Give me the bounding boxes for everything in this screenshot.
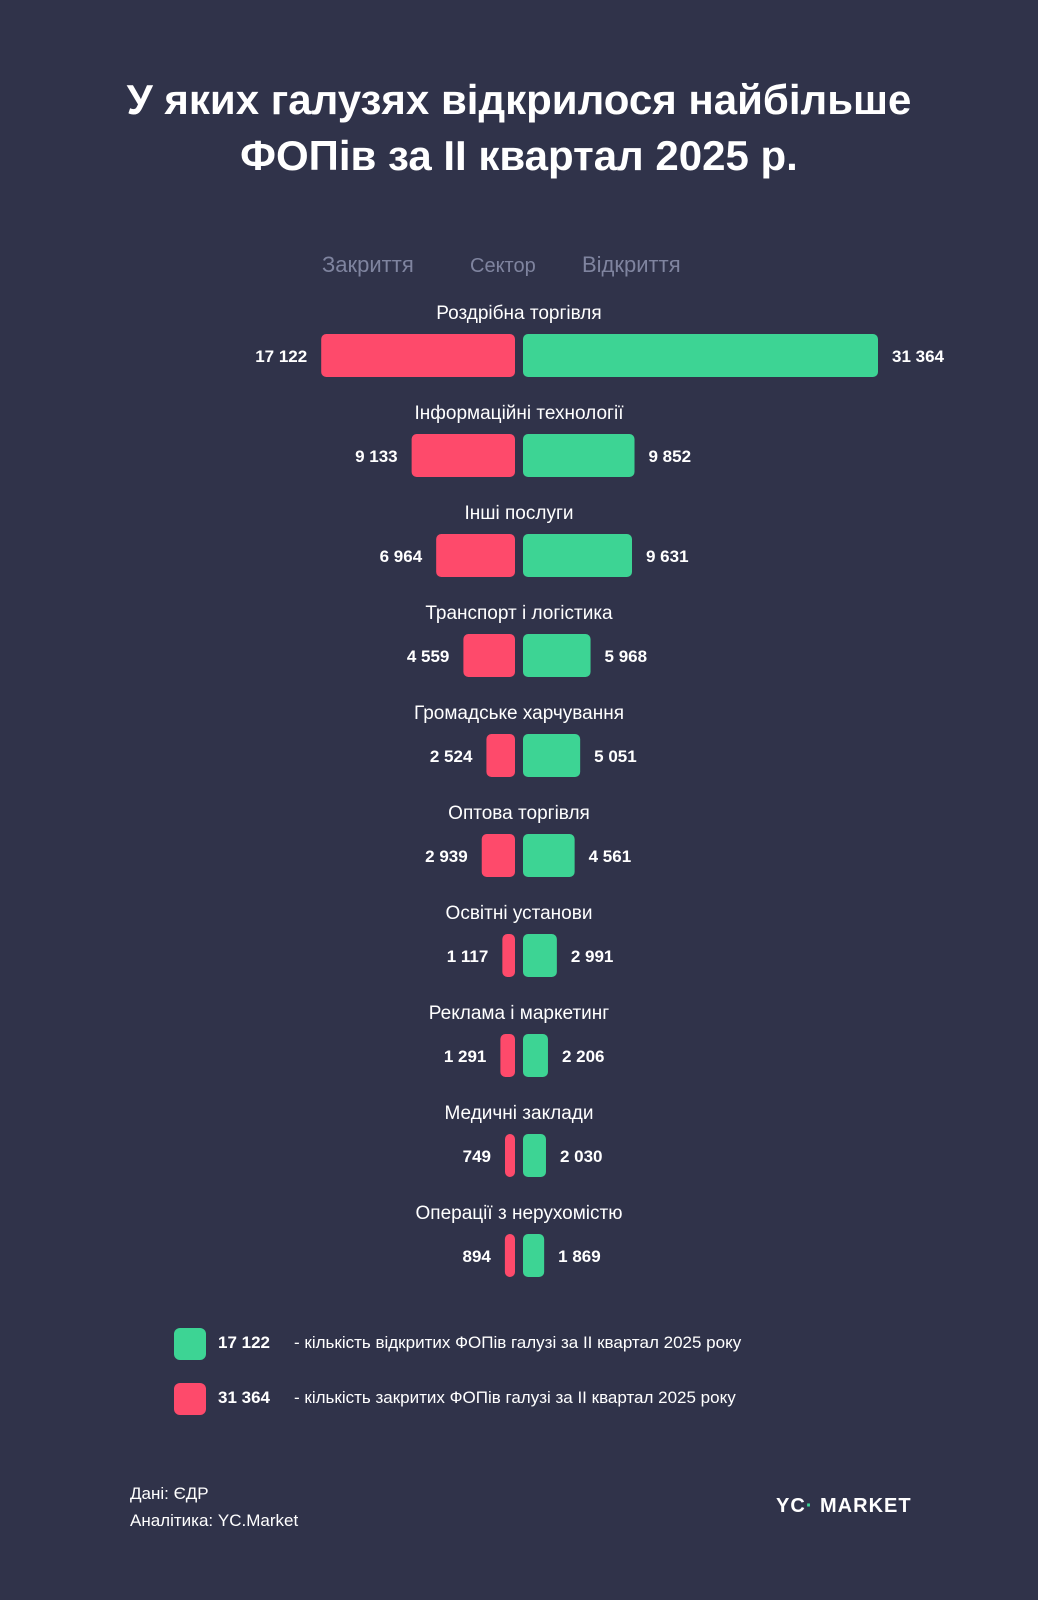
value-label-opened: 5 051 xyxy=(594,747,637,766)
bar-closed xyxy=(505,1134,515,1177)
value-label-closed: 1 291 xyxy=(444,1047,487,1066)
value-label-closed: 894 xyxy=(463,1247,492,1266)
sector-label: Медичні заклади xyxy=(445,1103,594,1124)
bar-closed xyxy=(411,434,515,477)
sector-label: Транспорт і логістика xyxy=(425,603,613,624)
bar-opened xyxy=(523,934,557,977)
value-label-closed: 1 117 xyxy=(447,947,489,966)
chart-title: У яких галузях відкрилося найбільше ФОПі… xyxy=(0,72,1038,184)
bar-opened xyxy=(523,1234,545,1277)
bar-opened xyxy=(523,1034,548,1077)
diverging-bar-chart: Роздрібна торгівля 17 122 31 364 Інформацій… xyxy=(255,303,945,1277)
title-line-1: У яких галузях відкрилося найбільше xyxy=(126,76,912,123)
legend-value-opened: 17 122 xyxy=(218,1333,270,1352)
source-analytics: Аналітика: YC.Market xyxy=(130,1511,299,1530)
value-label-closed: 4 559 xyxy=(407,647,450,666)
value-label-opened: 2 030 xyxy=(560,1147,603,1166)
bar-opened xyxy=(523,834,575,877)
value-label-opened: 9 852 xyxy=(649,447,692,466)
yc-market-logo: YC· MARKET xyxy=(776,1495,912,1518)
bar-opened xyxy=(523,634,591,677)
sector-label: Інформаційні технології xyxy=(415,403,625,424)
bar-opened xyxy=(523,434,635,477)
sector-label: Громадське харчування xyxy=(414,703,624,724)
value-label-closed: 2 524 xyxy=(430,747,473,766)
legend-text-opened: - кількість відкритих ФОПів галузі за ІІ… xyxy=(294,1333,742,1352)
sector-label: Освітні установи xyxy=(446,903,593,924)
header-closed: Закриття xyxy=(322,252,414,277)
value-label-closed: 2 939 xyxy=(425,847,468,866)
logo-suffix: MARKET xyxy=(813,1495,912,1517)
logo-prefix: YC xyxy=(776,1495,806,1517)
bar-closed xyxy=(321,334,515,377)
value-label-opened: 31 364 xyxy=(892,347,945,366)
header-sector: Сектор xyxy=(470,255,536,277)
bar-closed xyxy=(436,534,515,577)
bar-opened xyxy=(523,334,878,377)
value-label-opened: 2 991 xyxy=(571,947,614,966)
sector-label: Роздрібна торгівля xyxy=(436,303,601,324)
sector-label: Реклама і маркетинг xyxy=(429,1003,609,1024)
bar-closed xyxy=(486,734,515,777)
legend-text-closed: - кількість закритих ФОПів галузі за ІІ … xyxy=(294,1388,736,1407)
value-label-opened: 2 206 xyxy=(562,1047,605,1066)
legend-swatch-closed xyxy=(174,1383,206,1415)
value-label-closed: 9 133 xyxy=(355,447,398,466)
header-opened: Відкриття xyxy=(582,252,681,277)
value-label-closed: 17 122 xyxy=(255,347,307,366)
bar-closed xyxy=(502,934,515,977)
bar-opened xyxy=(523,534,633,577)
value-label-opened: 5 968 xyxy=(605,647,648,666)
logo-mark: · xyxy=(805,1495,814,1517)
sector-label: Операції з нерухомістю xyxy=(416,1203,623,1224)
bar-closed xyxy=(481,834,515,877)
bar-opened xyxy=(523,734,581,777)
legend-value-closed: 31 364 xyxy=(218,1388,270,1407)
value-label-closed: 749 xyxy=(463,1147,491,1166)
bar-closed xyxy=(500,1034,515,1077)
value-label-opened: 4 561 xyxy=(589,847,632,866)
source-data: Дані: ЄДР xyxy=(130,1484,209,1503)
sector-label: Інші послуги xyxy=(465,503,574,524)
title-line-2: ФОПів за ІІ квартал 2025 р. xyxy=(240,132,798,179)
bar-closed xyxy=(504,1234,515,1277)
legend-swatch-opened xyxy=(174,1328,206,1360)
value-label-opened: 9 631 xyxy=(646,547,689,566)
value-label-closed: 6 964 xyxy=(380,547,423,566)
bar-opened xyxy=(523,1134,546,1177)
value-label-opened: 1 869 xyxy=(558,1247,601,1266)
bar-closed xyxy=(463,634,515,677)
sector-label: Оптова торгівля xyxy=(448,803,590,824)
